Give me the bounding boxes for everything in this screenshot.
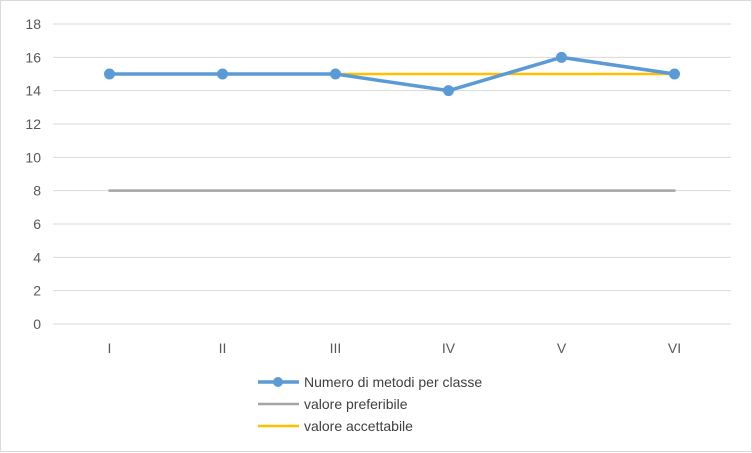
x-tick-label: III — [330, 340, 342, 356]
x-axis-ticks: I II III IV V VI — [108, 340, 682, 356]
data-point — [443, 85, 454, 97]
x-tick-label: I — [108, 340, 112, 356]
y-tick-label: 0 — [33, 316, 41, 332]
legend-label-0: Numero di metodi per classe — [304, 374, 482, 390]
y-tick-label: 10 — [25, 149, 41, 165]
x-tick-label: II — [219, 340, 227, 356]
y-tick-label: 4 — [33, 249, 41, 265]
series-line-0 — [107, 55, 677, 93]
legend-label-1: valore preferibile — [304, 396, 408, 412]
y-tick-label: 6 — [33, 216, 41, 232]
y-tick-label: 2 — [33, 283, 41, 299]
legend-marker — [273, 377, 283, 387]
y-tick-label: 12 — [25, 116, 41, 132]
y-tick-label: 16 — [25, 49, 41, 65]
x-tick-label: IV — [442, 340, 456, 356]
y-tick-label: 14 — [25, 83, 41, 99]
legend-label-2: valore accettabile — [304, 418, 413, 434]
data-point — [669, 68, 680, 80]
data-point — [217, 68, 228, 80]
y-tick-label: 18 — [25, 16, 41, 32]
data-point — [104, 68, 115, 80]
y-axis-ticks: 0 2 4 6 8 10 12 14 16 18 — [25, 16, 41, 332]
x-tick-label: V — [557, 340, 567, 356]
data-point — [556, 51, 567, 63]
data-point — [330, 68, 341, 80]
y-tick-label: 8 — [33, 183, 41, 199]
legend: Numero di metodi per classe valore prefer… — [258, 374, 482, 434]
series-lines — [104, 51, 680, 192]
x-tick-label: VI — [668, 340, 681, 356]
